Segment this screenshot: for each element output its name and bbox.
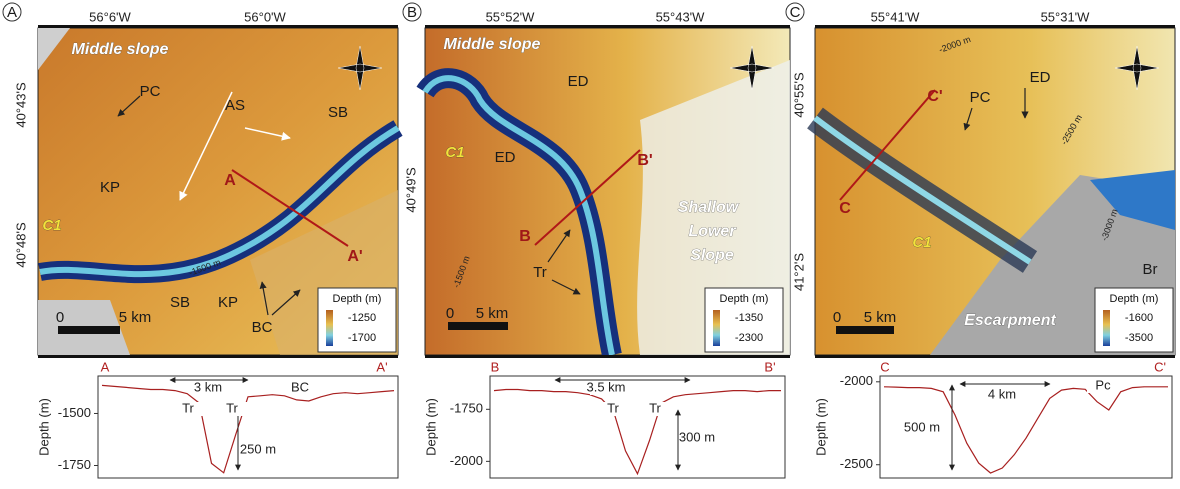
map-label: AS [225, 97, 245, 114]
legend-bar [1103, 310, 1110, 346]
latitude-label: 40°55'S [791, 72, 806, 118]
map-label: PC [970, 89, 991, 106]
map-label: B [519, 228, 531, 245]
profile-annotation: 300 m [679, 429, 715, 444]
profile-annotation: 250 m [240, 441, 276, 456]
y-axis-label: Depth (m) [36, 398, 51, 456]
y-axis-label: Depth (m) [423, 398, 438, 456]
scale-start: 0 [833, 309, 841, 326]
profile-start: B [491, 359, 500, 374]
y-tick-label: -2500 [840, 456, 873, 471]
y-tick-label: -1500 [58, 405, 91, 420]
legend-title: Depth (m) [1110, 293, 1159, 305]
frame-bar [38, 355, 398, 358]
profile-annotation: 4 km [988, 386, 1016, 401]
profile-annotation: 3 km [194, 379, 222, 394]
legend-bar [326, 310, 333, 346]
scale-length: 5 km [476, 305, 509, 322]
map-label: PC [140, 83, 161, 100]
latitude-label: 40°48'S [13, 222, 28, 268]
map-label: A [224, 172, 236, 189]
profile-annotation: Tr [182, 400, 194, 415]
panel-letter: C [790, 4, 801, 21]
map-label: A' [347, 248, 362, 265]
longitude-label: 56°0'W [244, 9, 286, 24]
legend-bar [713, 310, 720, 346]
map-label: Br [1143, 261, 1158, 278]
longitude-label: 55°31'W [1041, 9, 1091, 24]
map-label: Lower [688, 223, 736, 240]
map-label: Middle slope [444, 36, 541, 53]
map-label: ED [1030, 69, 1051, 86]
profile-start: C [880, 359, 889, 374]
map-label: BC [252, 319, 273, 336]
profile-annotation: 3.5 km [586, 379, 625, 394]
scale-start: 0 [446, 305, 454, 322]
frame-bar [815, 355, 1175, 358]
latitude-label: 41°2'S [791, 253, 806, 291]
legend-bottom: -3500 [1125, 332, 1153, 344]
map-label: ED [495, 149, 516, 166]
map-label: ED [568, 73, 589, 90]
legend-bottom: -2300 [735, 332, 763, 344]
y-tick-label: -1750 [450, 401, 483, 416]
map-label: C1 [912, 234, 931, 251]
legend-top: -1350 [735, 312, 763, 324]
legend-bottom: -1700 [348, 332, 376, 344]
legend-title: Depth (m) [333, 293, 382, 305]
frame-bar [815, 25, 1175, 28]
y-tick-label: -2000 [450, 453, 483, 468]
profile-annotation: Tr [607, 400, 619, 415]
panel-letter: A [7, 4, 17, 21]
frame-bar [425, 355, 790, 358]
scale-length: 5 km [864, 309, 897, 326]
panel-letter: B [407, 4, 417, 21]
map-label: Shallow [678, 199, 740, 216]
map-label: C1 [445, 144, 464, 161]
profile-annotation: 500 m [904, 419, 940, 434]
profile-box [490, 376, 785, 478]
longitude-label: 55°41'W [871, 9, 921, 24]
map-label: SB [328, 104, 348, 121]
profile-annotation: BC [291, 379, 309, 394]
map-label: Escarpment [964, 312, 1056, 329]
profile-end: A' [376, 359, 387, 374]
y-axis-label: Depth (m) [813, 398, 828, 456]
frame-bar [38, 25, 398, 28]
profile-annotation: Tr [226, 400, 238, 415]
profile-annotation: Tr [649, 400, 661, 415]
figure: A 56°6'W 56°0'W 40°43'S 40°48'S Middle slope P… [0, 0, 1180, 489]
map-label: C [839, 200, 851, 217]
longitude-label: 55°43'W [656, 9, 706, 24]
scale-start: 0 [56, 309, 64, 326]
profile-start: A [101, 359, 110, 374]
map-label: C' [927, 88, 942, 105]
legend-title: Depth (m) [720, 293, 769, 305]
profile-end: B' [764, 359, 775, 374]
latitude-label: 40°49'S [403, 167, 418, 213]
legend-top: -1250 [348, 312, 376, 324]
latitude-label: 40°43'S [13, 82, 28, 128]
map-label: Slope [690, 247, 734, 264]
longitude-label: 56°6'W [89, 9, 131, 24]
map-label: B' [637, 152, 652, 169]
legend-top: -1600 [1125, 312, 1153, 324]
frame-bar [425, 25, 790, 28]
profile-box [98, 376, 398, 478]
scale-length: 5 km [119, 309, 152, 326]
map-label: C1 [42, 217, 61, 234]
map-label: KP [218, 294, 238, 311]
map-label: Tr [533, 264, 547, 281]
profile-end: C' [1154, 359, 1166, 374]
map-label: Middle slope [72, 41, 169, 58]
profile-annotation: Pc [1095, 377, 1111, 392]
y-tick-label: -1750 [58, 457, 91, 472]
map-label: KP [100, 179, 120, 196]
y-tick-label: -2000 [840, 373, 873, 388]
map-label: SB [170, 294, 190, 311]
longitude-label: 55°52'W [486, 9, 536, 24]
